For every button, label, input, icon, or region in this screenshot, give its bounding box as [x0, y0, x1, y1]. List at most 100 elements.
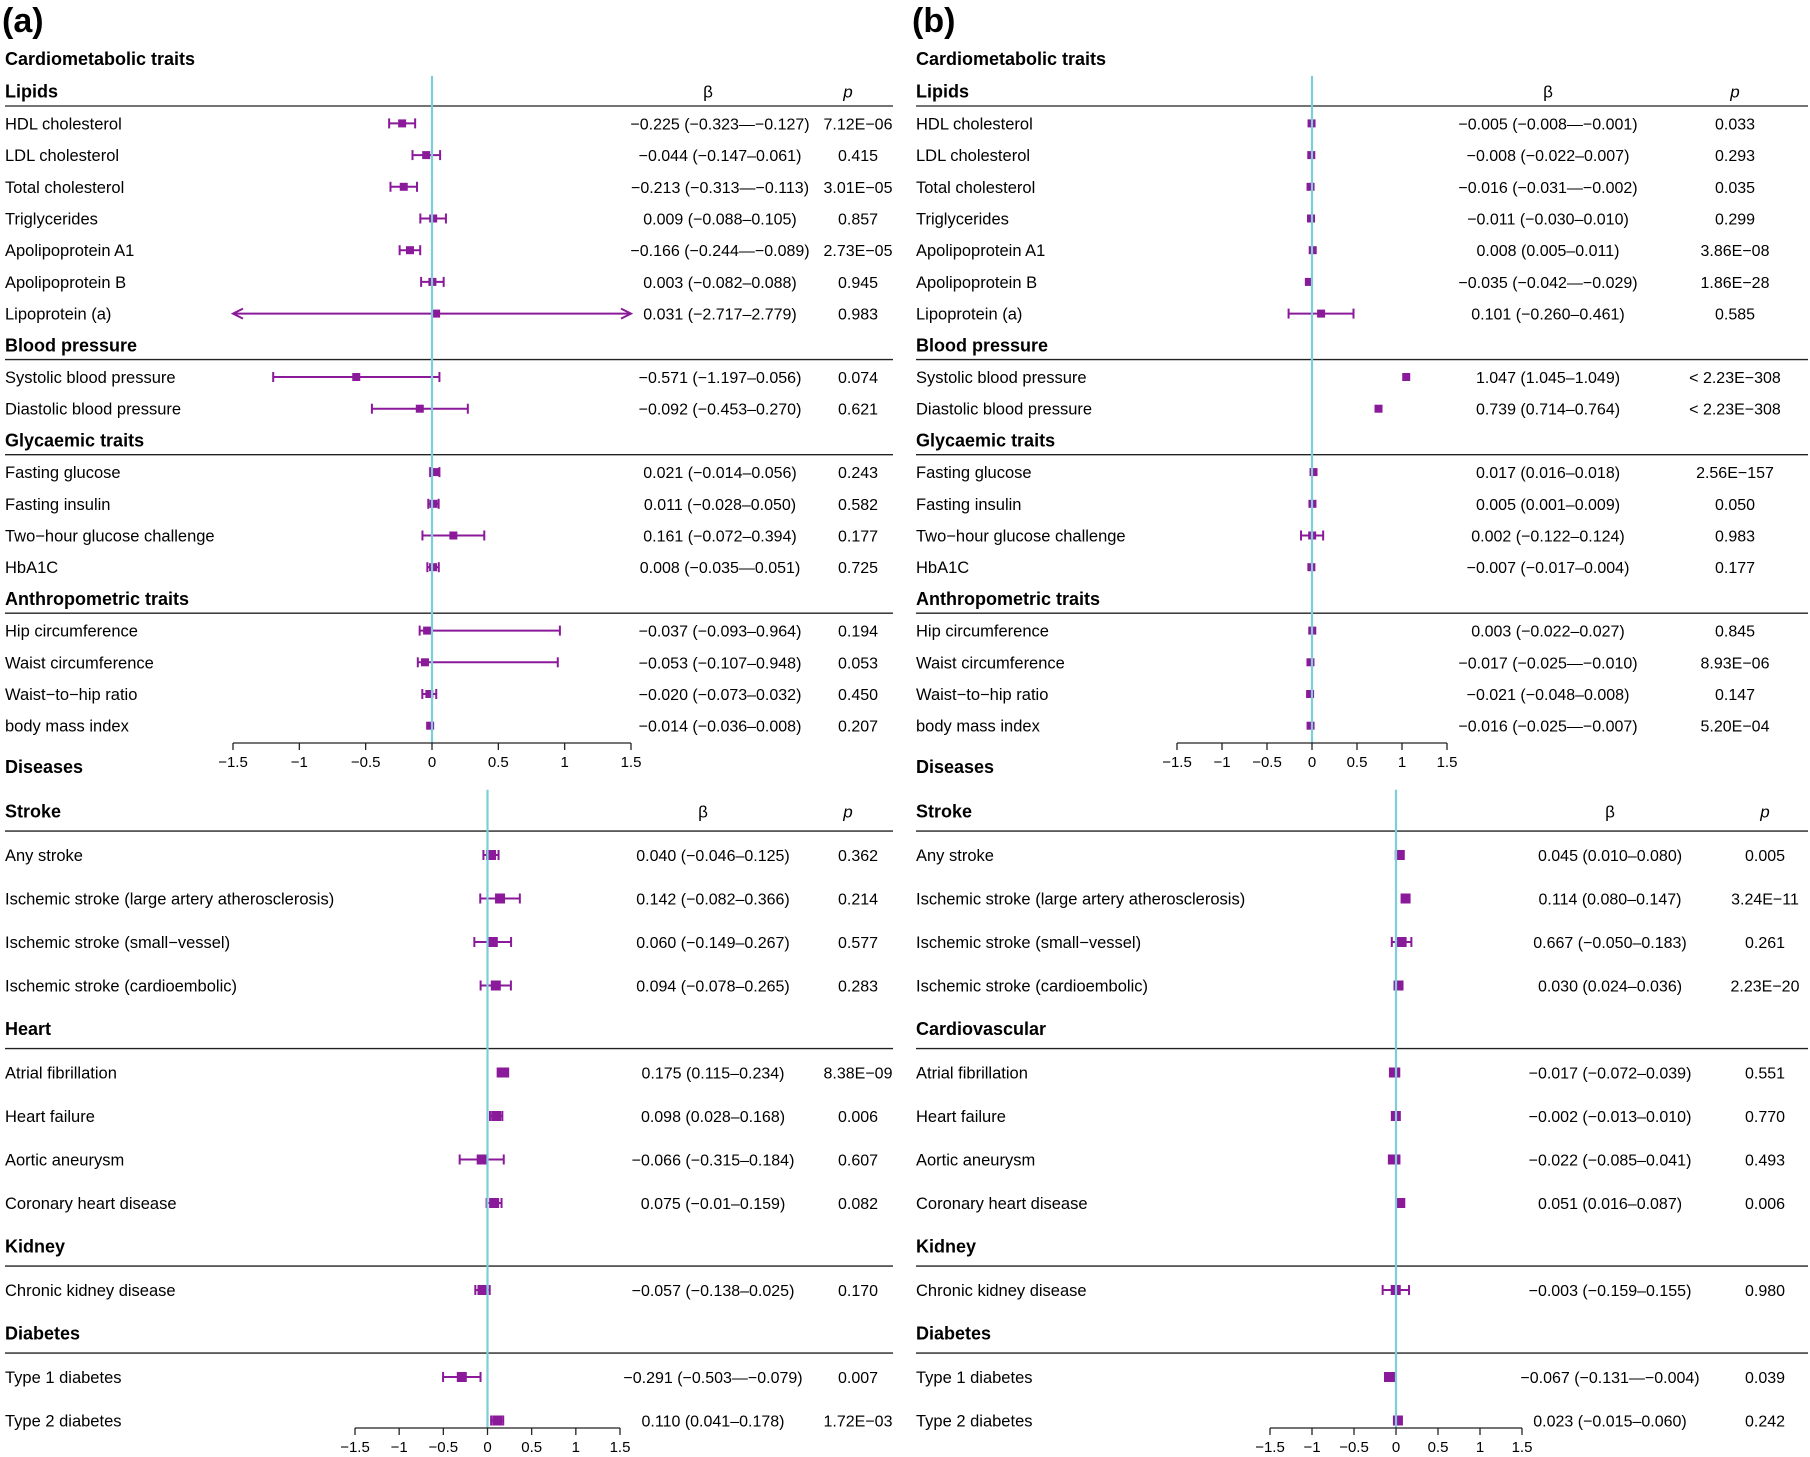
estimate-ci: 1.047 (1.045–1.049) [1476, 370, 1620, 387]
estimate-ci: 0.094 (−0.078–0.265) [636, 979, 789, 996]
row-label: Apolipoprotein A1 [916, 242, 1045, 260]
estimate-ci: 0.003 (−0.022–0.027) [1471, 624, 1624, 641]
p-value: 5.20E−04 [1701, 719, 1770, 736]
p-value: 0.177 [838, 529, 878, 546]
estimate-ci: −0.016 (−0.031—−0.002) [1458, 180, 1637, 197]
p-value: 0.845 [1715, 624, 1755, 641]
x-tick-label: 1.5 [1512, 1439, 1533, 1456]
row-label: Apolipoprotein A1 [5, 242, 134, 260]
row-label: Ischemic stroke (large artery atheroscle… [916, 891, 1245, 909]
estimate-ci: −0.007 (−0.017–0.004) [1467, 560, 1630, 577]
point-estimate [399, 182, 408, 191]
estimate-ci: 0.739 (0.714–0.764) [1476, 402, 1620, 419]
x-tick-label: 1 [572, 1439, 580, 1456]
estimate-ci: −0.225 (−0.323—−0.127) [630, 116, 809, 133]
p-value: 2.56E−157 [1696, 465, 1774, 482]
estimate-ci: −0.016 (−0.025—−0.007) [1458, 719, 1637, 736]
group-title: Anthropometric traits [5, 589, 189, 609]
ci-arrow-left [230, 307, 244, 320]
row-label: HDL cholesterol [5, 115, 122, 133]
point-estimate [477, 1285, 488, 1295]
row-label: HbA1C [916, 559, 969, 577]
row-label: Ischemic stroke (cardioembolic) [916, 978, 1148, 996]
p-value: 0.983 [1715, 529, 1755, 546]
p-value: 0.194 [838, 624, 878, 641]
point-estimate [398, 119, 407, 128]
x-tick-label: 0.5 [1347, 754, 1368, 771]
row-label: Waist circumference [5, 654, 154, 672]
point-estimate [429, 214, 438, 223]
row-label: Chronic kidney disease [916, 1282, 1087, 1300]
p-value: 0.082 [838, 1196, 878, 1213]
row-label: Systolic blood pressure [916, 369, 1087, 387]
x-tick-label: 1 [1398, 754, 1406, 771]
point-estimate [1400, 893, 1411, 904]
estimate-ci: 0.008 (0.005–0.011) [1477, 243, 1620, 260]
estimate-ci: −0.022 (−0.085–0.041) [1529, 1153, 1692, 1170]
x-tick-label: 0 [1392, 1439, 1400, 1456]
row-label: Heart failure [5, 1108, 95, 1126]
p-value: 0.177 [1715, 560, 1755, 577]
panel-label: (b) [912, 2, 955, 40]
row-label: Total cholesterol [916, 179, 1035, 197]
p-value: 0.050 [1715, 497, 1755, 514]
estimate-ci: 0.161 (−0.072–0.394) [643, 529, 796, 546]
estimate-ci: 0.175 (0.115–0.234) [642, 1066, 785, 1083]
estimate-ci: 0.667 (−0.050–0.183) [1533, 935, 1686, 952]
p-value: 0.607 [838, 1153, 878, 1170]
estimate-ci: 0.008 (−0.035—0.051) [640, 560, 801, 577]
group-title: Lipids [916, 82, 969, 102]
group-title: Anthropometric traits [916, 589, 1100, 609]
section-title: Diseases [916, 757, 994, 777]
row-label: Ischemic stroke (small−vessel) [5, 934, 230, 952]
column-header-beta: β [1605, 803, 1615, 822]
row-label: Type 1 diabetes [916, 1369, 1033, 1387]
row-label: Type 2 diabetes [916, 1413, 1033, 1431]
point-estimate [490, 980, 501, 991]
p-value: 0.983 [838, 307, 878, 324]
ci-arrow-right [620, 307, 634, 320]
estimate-ci: 0.110 (0.041–0.178) [642, 1414, 785, 1431]
estimate-ci: −0.092 (−0.453–0.270) [639, 402, 802, 419]
x-tick-label: −0.5 [1339, 1439, 1369, 1456]
group-title: Lipids [5, 82, 58, 102]
point-estimate [1385, 1372, 1396, 1382]
row-label: Heart failure [916, 1108, 1006, 1126]
point-estimate [456, 1372, 467, 1382]
row-label: Fasting insulin [916, 496, 1021, 514]
p-value: 0.053 [838, 655, 878, 672]
x-tick-label: 0.5 [488, 754, 509, 771]
p-value: 0.582 [838, 497, 878, 514]
estimate-ci: −0.020 (−0.073–0.032) [639, 687, 802, 704]
p-value: 0.551 [1745, 1066, 1785, 1083]
p-value: 0.770 [1745, 1109, 1785, 1126]
point-estimate [497, 1067, 508, 1078]
p-value: 0.621 [838, 402, 878, 419]
row-label: Lipoprotein (a) [916, 306, 1022, 324]
p-value: 0.725 [838, 560, 878, 577]
estimate-ci: 0.098 (0.028–0.168) [641, 1109, 785, 1126]
x-tick-label: −1 [391, 1439, 408, 1456]
estimate-ci: 0.101 (−0.260–0.461) [1471, 307, 1624, 324]
x-tick-label: 0 [483, 1439, 491, 1456]
p-value: 0.577 [838, 935, 878, 952]
p-value: 0.450 [838, 687, 878, 704]
x-tick-label: −1.5 [1255, 1439, 1285, 1456]
point-estimate [1306, 721, 1315, 730]
row-label: Atrial fibrillation [916, 1065, 1028, 1083]
point-estimate [1393, 980, 1404, 991]
p-value: 0.147 [1715, 687, 1755, 704]
p-value: 8.93E−06 [1701, 655, 1770, 672]
column-header-beta: β [1543, 83, 1553, 102]
group-title: Blood pressure [5, 335, 137, 355]
row-label: Apolipoprotein B [5, 274, 126, 292]
row-label: Type 1 diabetes [5, 1369, 122, 1387]
row-label: Coronary heart disease [5, 1195, 177, 1213]
estimate-ci: 0.002 (−0.122–0.124) [1471, 529, 1624, 546]
row-label: Fasting glucose [5, 464, 121, 482]
point-estimate [491, 1111, 502, 1121]
row-label: Two−hour glucose challenge [916, 528, 1126, 546]
p-value: 0.857 [838, 212, 878, 229]
estimate-ci: −0.166 (−0.244—−0.089) [630, 243, 809, 260]
